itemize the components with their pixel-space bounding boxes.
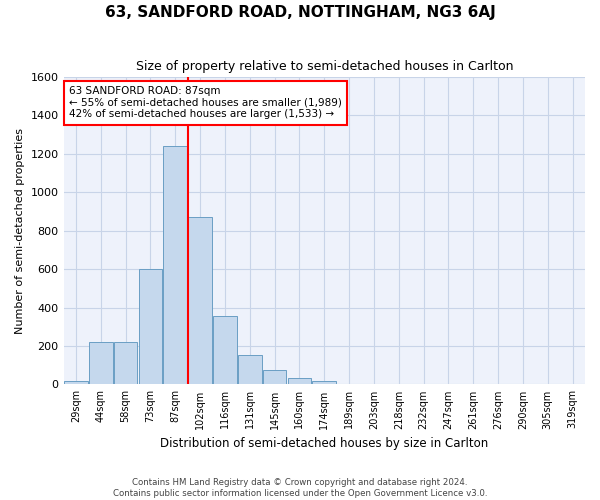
Bar — [89, 342, 113, 384]
Bar — [263, 370, 286, 384]
Y-axis label: Number of semi-detached properties: Number of semi-detached properties — [15, 128, 25, 334]
Bar — [114, 342, 137, 384]
Bar — [163, 146, 187, 384]
Text: Contains HM Land Registry data © Crown copyright and database right 2024.
Contai: Contains HM Land Registry data © Crown c… — [113, 478, 487, 498]
Bar — [213, 316, 237, 384]
Bar — [287, 378, 311, 384]
Text: 63, SANDFORD ROAD, NOTTINGHAM, NG3 6AJ: 63, SANDFORD ROAD, NOTTINGHAM, NG3 6AJ — [104, 5, 496, 20]
Bar — [139, 269, 162, 384]
Bar — [313, 380, 336, 384]
X-axis label: Distribution of semi-detached houses by size in Carlton: Distribution of semi-detached houses by … — [160, 437, 488, 450]
Bar — [238, 354, 262, 384]
Title: Size of property relative to semi-detached houses in Carlton: Size of property relative to semi-detach… — [136, 60, 513, 73]
Bar — [188, 217, 212, 384]
Bar — [64, 380, 88, 384]
Text: 63 SANDFORD ROAD: 87sqm
← 55% of semi-detached houses are smaller (1,989)
42% of: 63 SANDFORD ROAD: 87sqm ← 55% of semi-de… — [69, 86, 341, 120]
